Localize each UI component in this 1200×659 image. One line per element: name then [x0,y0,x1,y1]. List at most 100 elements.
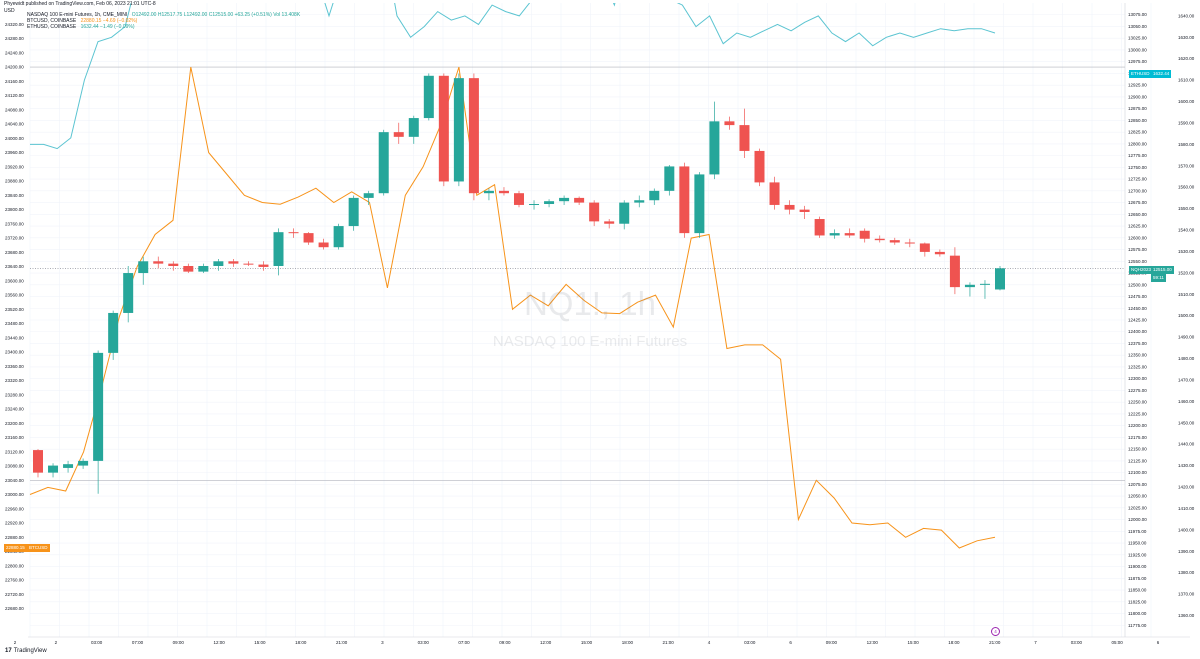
candle-body [348,197,359,227]
candle-body [78,460,89,466]
nq-price-tag: 12515.00 [1151,266,1174,274]
eth-tick-label: 1600.00 [1178,99,1195,104]
nq-tick-label: 12800.00 [1128,141,1147,146]
legend-row-eth[interactable]: ETHUSD, COINBASE 1632.44 −1.49 (−0.09%) [27,24,138,30]
candle-body [784,204,795,210]
eth-tick-label: 1570.00 [1178,163,1195,168]
time-tick-label: 12:00 [867,640,879,645]
candle-body [769,182,780,205]
candle-body [604,221,615,224]
btc-tick-label: 22920.00 [5,521,24,526]
candle-body [303,233,314,243]
legend-row-nq[interactable]: NASDAQ 100 E-mini Futures, 1h, CME_MINI … [27,12,303,18]
eth-tick-label: 1580.00 [1178,142,1195,147]
btc-tick-label: 23280.00 [5,392,24,397]
time-tick-label: 18:00 [622,640,634,645]
candle-body [483,190,494,194]
eth-symbol-tag: ETHUSD [1129,70,1152,78]
time-tick-label: 2 [14,640,17,645]
nq-tick-label: 12275.00 [1128,388,1147,393]
nq-tick-label: 12875.00 [1128,106,1147,111]
nq-tick-label: 12575.00 [1128,247,1147,252]
nq-tick-label: 12650.00 [1128,212,1147,217]
candle-body [859,230,870,239]
eth-tick-label: 1390.00 [1178,549,1195,554]
nq-tick-label: 12750.00 [1128,165,1147,170]
btc-tick-label: 24040.00 [5,122,24,127]
candle-body [619,202,630,224]
btc-tick-label: 23160.00 [5,435,24,440]
candle-body [258,264,269,267]
nq-tick-label: 12300.00 [1128,376,1147,381]
nq-tick-label: 12450.00 [1128,306,1147,311]
candle-body [634,200,645,203]
btc-tick-label: 23840.00 [5,193,24,198]
btc-tick-label: 23040.00 [5,478,24,483]
eth-tick-label: 1370.00 [1178,592,1195,597]
candle-body [198,265,209,272]
nq-tick-label: 12075.00 [1128,482,1147,487]
nq-price-axis[interactable]: 13075.00 13050.00 13025.00 13000.00 12975.00… [1128,12,1147,628]
nq-tick-label: 12775.00 [1128,153,1147,158]
btc-price-tag: 22880.15 [4,544,27,552]
btc-tick-label: 24160.00 [5,79,24,84]
nq-tick-label: 12025.00 [1128,505,1147,510]
time-tick-label: 12:00 [213,640,225,645]
candle-body [33,450,43,473]
candle-body [574,197,585,203]
eth-tick-label: 1560.00 [1178,185,1195,190]
candle-body [904,242,915,244]
eth-price-axis[interactable]: 1640.00 1630.00 1620.00 1610.00 1600.00 1590.… [1178,13,1195,618]
btc-tick-label: 23960.00 [5,150,24,155]
nq-tick-label: 12975.00 [1128,59,1147,64]
nq-symbol-tag: NQH2023 [1129,266,1154,274]
eth-tick-label: 1640.00 [1178,13,1195,18]
legend-row-btc[interactable]: BTCUSD, COINBASE 22880.15 −4.69 (−0.02%) [27,18,140,24]
nq-tick-label: 13025.00 [1128,36,1147,41]
nq-tick-label: 12825.00 [1128,130,1147,135]
time-tick-label: 6 [1157,640,1160,645]
btc-tick-label: 24240.00 [5,50,24,55]
nq-tick-label: 11925.00 [1128,552,1147,557]
candle-body [829,233,840,236]
candle-body [468,78,479,194]
candle-body [273,232,284,266]
event-marker-icon[interactable]: 4 [991,627,1000,636]
eth-tick-label: 1480.00 [1178,356,1195,361]
eth-tick-label: 1590.00 [1178,120,1195,125]
time-tick-label: 21:00 [663,640,675,645]
nq-tick-label: 13050.00 [1128,24,1147,29]
btc-line [29,66,996,549]
btc-price-axis[interactable]: 24320.00 24280.00 24240.00 24200.00 24160.00… [5,22,24,611]
nq-tick-label: 12850.00 [1128,118,1147,123]
candle-body [318,242,329,248]
btc-tick-label: 23480.00 [5,321,24,326]
watermark-symbol: NQ1!, 1h [523,285,657,322]
nq-tick-label: 12550.00 [1128,259,1147,264]
candle-body [664,166,675,191]
candle-body [649,190,660,201]
nq-tick-label: 11875.00 [1128,576,1147,581]
nq-tick-label: 12925.00 [1128,83,1147,88]
eth-tick-label: 1360.00 [1178,613,1195,618]
tradingview-logo-icon: 17 [5,648,12,654]
btc-tick-label: 22680.00 [5,606,24,611]
nq-tick-label: 12150.00 [1128,447,1147,452]
candle-body [799,209,810,212]
time-tick-label: 21:00 [336,640,348,645]
time-tick-label: 09:00 [173,640,185,645]
candle-body [889,240,900,243]
candle-body [168,263,179,266]
eth-tick-label: 1530.00 [1178,249,1195,254]
eth-tick-label: 1410.00 [1178,506,1195,511]
time-axis[interactable]: 2 2 03:00 07:00 09:00 12:00 15:00 18:00 21:00 3 03… [14,640,1160,645]
nq-tick-label: 12250.00 [1128,400,1147,405]
legend-symbol: BTCUSD, COINBASE [27,18,77,24]
btc-tick-label: 23440.00 [5,335,24,340]
candle-series [33,73,1005,494]
tradingview-brand: 17 TradingView [5,648,47,654]
btc-tick-label: 23880.00 [5,179,24,184]
candle-body [934,251,945,255]
time-tick-label: 18:00 [948,640,960,645]
